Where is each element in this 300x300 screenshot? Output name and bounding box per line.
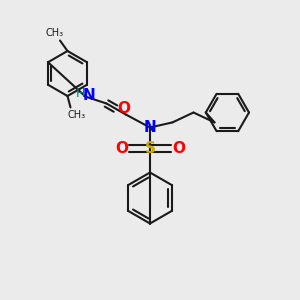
Text: O: O [115,141,128,156]
Text: N: N [83,88,95,103]
Text: O: O [117,101,130,116]
Text: CH₃: CH₃ [46,28,64,38]
Text: S: S [145,141,155,156]
Text: N: N [144,120,156,135]
Text: O: O [172,141,185,156]
Text: CH₃: CH₃ [68,110,85,120]
Text: H: H [75,87,85,100]
